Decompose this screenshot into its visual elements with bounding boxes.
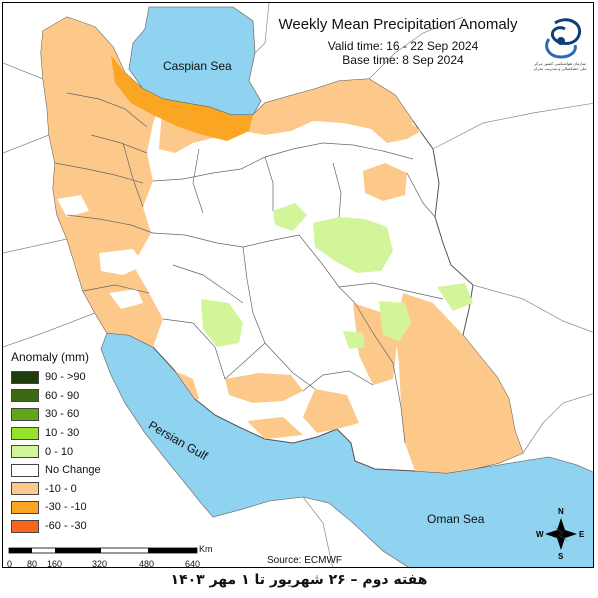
legend-swatch bbox=[11, 426, 39, 440]
legend-item: 60 - 90 bbox=[11, 387, 111, 406]
scale-bar bbox=[8, 547, 198, 554]
legend-label: 30 - 60 bbox=[45, 408, 80, 421]
legend-label: 10 - 30 bbox=[45, 427, 80, 440]
legend-swatch bbox=[11, 370, 39, 384]
legend-item: No Change bbox=[11, 461, 111, 480]
meteorology-logo-icon bbox=[545, 18, 582, 59]
legend-item: -60 - -30 bbox=[11, 517, 111, 536]
scale-tick: 320 bbox=[92, 559, 108, 568]
logo-text: سازمان هواشناسی کشور مرکز ملی خشکسالی و … bbox=[533, 61, 587, 71]
persian-caption: هفته دوم – ۲۶ شهریور تا ۱ مهر ۱۴۰۳ bbox=[170, 572, 428, 588]
legend-swatch bbox=[11, 463, 39, 477]
legend-label: -60 - -30 bbox=[45, 520, 87, 533]
compass-e: E bbox=[579, 530, 585, 539]
legend-swatch bbox=[11, 500, 39, 514]
scale-unit: Km bbox=[199, 544, 213, 554]
legend-swatch bbox=[11, 519, 39, 533]
legend-swatch bbox=[11, 389, 39, 403]
legend-item: 10 - 30 bbox=[11, 424, 111, 443]
compass-s: S bbox=[558, 552, 564, 561]
legend-label: -30 - -10 bbox=[45, 501, 87, 514]
base-time: Base time: 8 Sep 2024 bbox=[342, 53, 464, 67]
legend-swatch bbox=[11, 445, 39, 459]
scale-tick: 80 bbox=[27, 559, 38, 568]
scale-tick: 0 bbox=[7, 559, 13, 568]
legend-item: -30 - -10 bbox=[11, 498, 111, 517]
map-frame: سازمان هواشناسی کشور مرکز ملی خشکسالی و … bbox=[2, 2, 594, 568]
legend-item: -10 - 0 bbox=[11, 480, 111, 499]
legend-label: -10 - 0 bbox=[45, 482, 77, 495]
legend-label: 90 - >90 bbox=[45, 371, 86, 384]
scale-tick: 160 bbox=[47, 559, 63, 568]
legend-label: No Change bbox=[45, 464, 101, 477]
map-canvas bbox=[3, 3, 593, 567]
legend-swatch bbox=[11, 482, 39, 496]
legend-title: Anomaly (mm) bbox=[11, 350, 90, 364]
legend-label: 0 - 10 bbox=[45, 445, 74, 458]
legend-item: 0 - 10 bbox=[11, 442, 111, 461]
legend-item: 90 - >90 bbox=[11, 368, 111, 387]
source-label: Source: ECMWF bbox=[267, 555, 343, 566]
map-title: Weekly Mean Precipitation Anomaly bbox=[278, 16, 518, 33]
scale-tick: 480 bbox=[139, 559, 155, 568]
caspian-sea-label: Caspian Sea bbox=[163, 59, 232, 73]
compass bbox=[545, 518, 577, 550]
oman-sea-label: Oman Sea bbox=[427, 512, 485, 526]
legend-label: 60 - 90 bbox=[45, 389, 80, 402]
compass-w: W bbox=[536, 530, 544, 539]
legend-swatch bbox=[11, 407, 39, 421]
compass-n: N bbox=[558, 507, 564, 516]
legend: Anomaly (mm) 90 - >90 60 - 90 30 - 60 10 - … bbox=[11, 350, 111, 535]
valid-time: Valid time: 16 - 22 Sep 2024 bbox=[327, 39, 479, 53]
legend-item: 30 - 60 bbox=[11, 405, 111, 424]
scale-tick: 640 bbox=[185, 559, 201, 568]
caspian-coast-dark bbox=[111, 55, 253, 141]
